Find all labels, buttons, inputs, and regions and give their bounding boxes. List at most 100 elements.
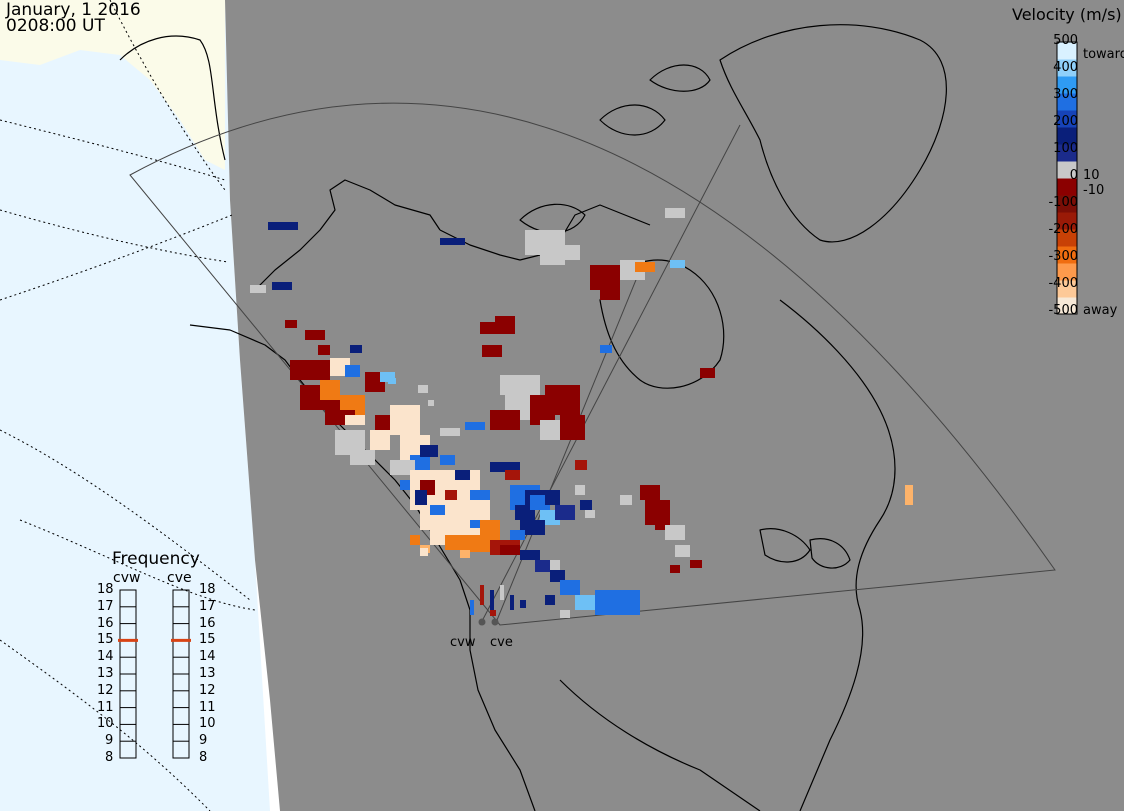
velocity-cell: [600, 285, 620, 300]
velocity-cell: [480, 520, 500, 540]
velocity-cell: [490, 462, 520, 472]
radar-site-cve: [491, 618, 499, 626]
velocity-cell: [580, 500, 592, 510]
velocity-cell: [460, 540, 490, 552]
frequency-tick-label-right: 12: [199, 682, 216, 698]
velocity-tick-label: 100: [1053, 141, 1078, 156]
velocity-cell: [640, 485, 660, 500]
velocity-cell: [470, 490, 490, 500]
frequency-tick-label-left: 11: [97, 699, 114, 715]
velocity-cell: [490, 590, 494, 610]
freq-radar-cve: cve: [167, 570, 192, 586]
velocity-cell: [670, 260, 685, 268]
velocity-cell: [268, 222, 298, 230]
velocity-cell: [905, 485, 913, 505]
velocity-tick-label: 500: [1053, 33, 1078, 48]
velocity-cell: [520, 520, 545, 535]
velocity-tick-label: -300: [1048, 249, 1078, 264]
site-label-cve: cve: [490, 635, 513, 650]
velocity-cell: [520, 550, 540, 560]
coastlines: [119, 24, 947, 811]
velocity-cell: [390, 405, 420, 435]
colorbar-segment: [1057, 246, 1077, 264]
velocity-cell: [250, 285, 266, 293]
velocity-cell: [560, 610, 570, 618]
velocity-cell: [470, 600, 474, 615]
velocity-cell: [350, 345, 362, 353]
latitude-longitude-grid: [0, 0, 256, 811]
toward-label: toward: [1083, 47, 1124, 62]
velocity-cell: [700, 368, 715, 378]
fov-beam-line: [494, 269, 641, 626]
frequency-tick-label-left: 18: [97, 582, 114, 597]
velocity-cell: [665, 208, 685, 218]
velocity-cell: [380, 372, 395, 382]
daylight-land: [0, 0, 225, 170]
frequency-scales: [118, 589, 191, 759]
velocity-legend-title: Velocity (m/s): [1012, 5, 1122, 24]
colorbar-frame: [1056, 41, 1078, 315]
frequency-tick-label-left: 10: [97, 716, 114, 732]
colorbar-segment: [1057, 161, 1077, 179]
velocity-cell: [520, 600, 526, 608]
velocity-cell: [428, 400, 434, 406]
velocity-cell: [430, 505, 445, 515]
frequency-tick-label-right: 17: [199, 598, 216, 614]
frequency-tick-label-right: 15: [199, 632, 216, 648]
velocity-cell: [400, 480, 410, 490]
frequency-tick-label-left: 9: [105, 733, 114, 749]
freq-radar-cvw: cvw: [113, 570, 141, 586]
colorbar-segment: [1057, 127, 1077, 145]
velocity-cell: [545, 490, 560, 505]
frequency-tick-label-right: 10: [199, 716, 216, 732]
velocity-cell: [550, 560, 560, 570]
frequency-tick-label-right: 9: [199, 733, 208, 749]
velocity-cell: [505, 470, 520, 480]
velocity-cell: [490, 410, 520, 430]
velocity-cell: [418, 385, 428, 393]
velocity-cell: [285, 320, 297, 328]
velocity-cell: [460, 550, 470, 558]
frequency-tick-label-right: 13: [199, 666, 216, 681]
velocity-cell: [575, 485, 585, 495]
velocity-cell: [560, 415, 585, 440]
velocity-cell: [600, 595, 630, 610]
velocity-cell: [635, 262, 655, 272]
colorbar-segment: [1057, 59, 1077, 77]
frequency-tick-label-left: 12: [97, 682, 114, 698]
velocity-cell: [585, 510, 595, 518]
velocity-cell: [320, 380, 340, 400]
frequency-tick-label-left: 8: [105, 750, 114, 765]
frequency-tick-label-right: 16: [199, 615, 216, 631]
velocity-cell: [510, 595, 514, 610]
velocity-cell: [318, 345, 330, 355]
colorbar-segment: [1057, 144, 1077, 162]
colorbar-segment: [1057, 42, 1077, 60]
velocity-cell: [495, 316, 515, 326]
colorbar-segment: [1057, 110, 1077, 128]
frequency-tick-label-left: 15: [97, 632, 114, 648]
velocity-cell: [620, 495, 632, 505]
colorbar-segment: [1057, 76, 1077, 94]
velocity-cell: [345, 365, 360, 377]
velocity-tick-label: -200: [1048, 222, 1078, 237]
pos-ten-label: 10: [1083, 168, 1100, 183]
velocity-cell: [550, 570, 565, 582]
velocity-tick-label: 0: [1069, 168, 1078, 183]
velocity-cell: [540, 250, 565, 265]
colorbar-segment: [1057, 297, 1077, 315]
velocity-cell: [560, 580, 580, 595]
velocity-cell: [420, 445, 438, 457]
frequency-tick-label-left: 13: [97, 666, 114, 681]
colorbar-segment: [1057, 178, 1077, 196]
velocity-cell: [440, 455, 455, 465]
velocity-tick-label: 400: [1053, 60, 1078, 75]
frequency-tick-label-right: 14: [199, 649, 216, 665]
frequency-title: Frequency: [112, 549, 200, 569]
velocity-cell: [470, 520, 480, 528]
velocity-cell: [490, 610, 496, 616]
velocity-cell: [388, 378, 396, 384]
velocity-cell: [272, 282, 292, 290]
